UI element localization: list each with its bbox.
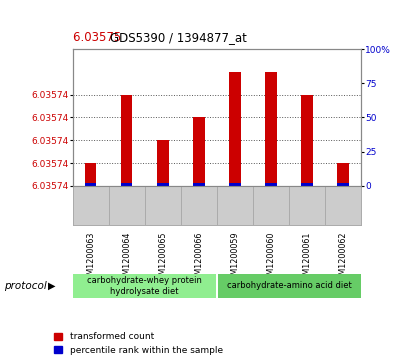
Text: GDS5390 / 1394877_at: GDS5390 / 1394877_at <box>110 30 247 44</box>
Text: carbohydrate-whey protein
hydrolysate diet: carbohydrate-whey protein hydrolysate di… <box>87 276 202 295</box>
Bar <box>229 72 241 186</box>
Bar <box>265 183 277 186</box>
Bar <box>193 118 205 186</box>
Bar <box>193 183 205 186</box>
Bar <box>121 95 132 186</box>
Bar <box>337 163 349 186</box>
Bar <box>157 183 168 186</box>
Bar <box>301 95 313 186</box>
Text: carbohydrate-amino acid diet: carbohydrate-amino acid diet <box>227 281 352 290</box>
Bar <box>157 140 168 186</box>
Bar <box>85 163 96 186</box>
Bar <box>265 72 277 186</box>
Bar <box>121 183 132 186</box>
Text: ▶: ▶ <box>48 281 55 291</box>
Text: 6.03575: 6.03575 <box>73 30 124 44</box>
Text: protocol: protocol <box>4 281 47 291</box>
Legend: transformed count, percentile rank within the sample: transformed count, percentile rank withi… <box>54 333 223 355</box>
Bar <box>301 183 313 186</box>
Bar <box>85 183 96 186</box>
Bar <box>337 183 349 186</box>
Bar <box>229 183 241 186</box>
